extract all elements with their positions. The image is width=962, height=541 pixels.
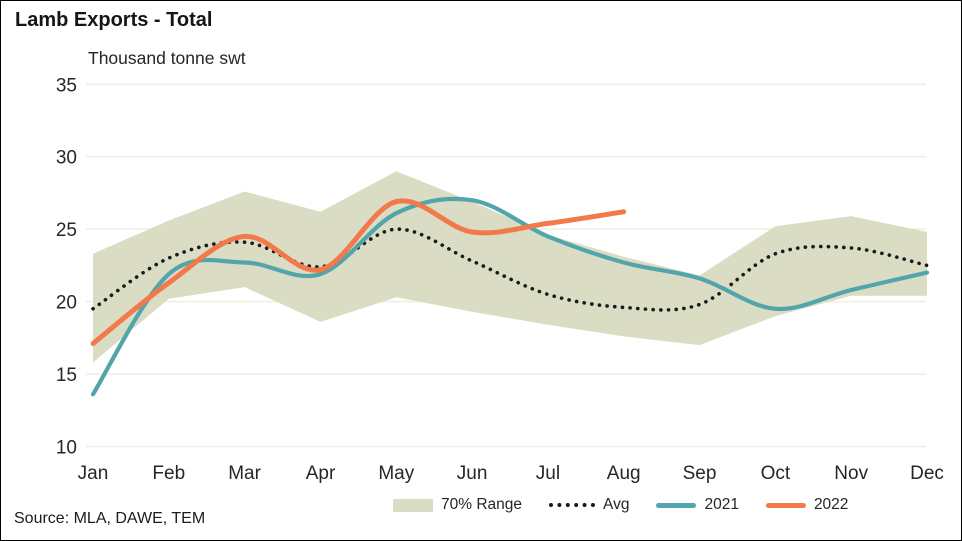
legend-label-2022: 2022 [813, 496, 849, 513]
x-tick-apr: Apr [306, 463, 336, 484]
y-tick-35: 35 [56, 75, 77, 96]
x-tick-dec: Dec [910, 463, 944, 484]
source-note: Source: MLA, DAWE, TEM [14, 510, 206, 527]
line-2021-swatch [656, 502, 697, 508]
legend-label-avg: Avg [603, 496, 630, 513]
x-tick-mar: Mar [228, 463, 261, 484]
legend-label-range: 70% Range [441, 496, 523, 513]
avg-dotted-swatch [549, 503, 596, 507]
legend-item-2022: 2022 [765, 496, 849, 514]
y-axis-units-label: Thousand tonne swt [88, 48, 246, 68]
legend-label-2021: 2021 [704, 496, 739, 513]
y-tick-30: 30 [56, 148, 77, 169]
line-2022 [90, 198, 627, 347]
line-avg [91, 227, 929, 312]
line-2022-swatch [765, 502, 806, 508]
line-2021 [90, 196, 930, 397]
x-tick-feb: Feb [152, 463, 185, 484]
x-tick-nov: Nov [834, 463, 868, 484]
x-tick-may: May [378, 463, 414, 484]
y-tick-25: 25 [56, 220, 77, 241]
range-swatch [393, 498, 433, 512]
legend-item-2021: 2021 [656, 496, 739, 514]
x-tick-jun: Jun [457, 463, 488, 484]
y-tick-10: 10 [56, 438, 77, 459]
x-tick-sep: Sep [683, 463, 717, 484]
legend-item-avg: Avg [549, 496, 629, 514]
band-70pct-range [93, 171, 927, 363]
legend-item-range: 70% Range [393, 496, 522, 514]
y-tick-15: 15 [56, 365, 77, 386]
x-tick-jul: Jul [536, 463, 560, 484]
x-tick-aug: Aug [607, 463, 641, 484]
x-tick-jan: Jan [78, 463, 109, 484]
y-tick-20: 20 [56, 293, 77, 314]
legend: 70% Range Avg 2021 2022 [393, 496, 848, 514]
chart-title: Lamb Exports - Total [15, 9, 213, 31]
x-tick-oct: Oct [761, 463, 791, 484]
